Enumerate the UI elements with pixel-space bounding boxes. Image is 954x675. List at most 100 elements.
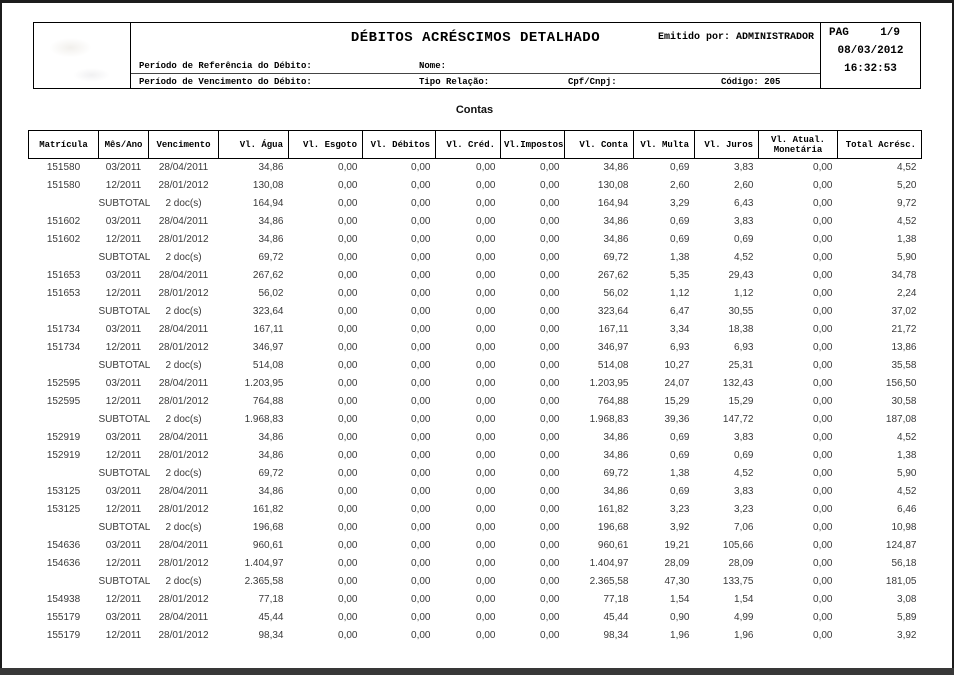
table-cell: SUBTOTAL: [98, 252, 151, 263]
table-cell: 196,68: [597, 522, 629, 533]
table-cell: [29, 573, 99, 591]
table-cell: 167,11: [253, 324, 284, 335]
table-cell: 28/04/2011: [158, 270, 209, 281]
table-cell: 0,00: [813, 360, 833, 371]
table-cell: 0,00: [813, 504, 833, 515]
table-cell: 03/2011: [105, 432, 142, 443]
table-cell: 0,00: [540, 270, 560, 281]
table-cell: 346,97: [597, 342, 629, 353]
table-cell: 03/2011: [105, 612, 142, 623]
table-cell: 0,00: [813, 288, 833, 299]
table-cell: [29, 519, 99, 537]
table-row: 151653 12/2011 28/01/2012 56,02 0,00 0,00 0,00…: [29, 285, 922, 303]
table-cell: 0,00: [476, 342, 496, 353]
table-cell: 12/2011: [105, 342, 142, 353]
table-cell: 0,00: [813, 234, 833, 245]
table-cell: 0,00: [540, 252, 560, 263]
table-cell: 0,69: [670, 450, 690, 461]
table-cell: 34,86: [603, 162, 629, 174]
table-cell: 3,92: [670, 522, 690, 533]
table-cell: 0,00: [411, 342, 431, 353]
column-header: Matrícula: [28, 130, 99, 159]
table-cell: 28/01/2012: [158, 234, 209, 245]
table-cell: 28,09: [728, 558, 754, 569]
table-row: 151734 12/2011 28/01/2012 346,97 0,00 0,00 0,0…: [29, 339, 922, 357]
table-cell: 0,00: [411, 558, 431, 569]
table-cell: 28,09: [664, 558, 690, 569]
table-cell: 15,29: [728, 396, 754, 407]
page-info-row: PAG 1/9: [829, 27, 912, 45]
table-cell: 0,00: [540, 162, 560, 174]
table-cell: 152919: [46, 450, 81, 461]
table-cell: 0,00: [540, 378, 560, 389]
table-cell: 12/2011: [105, 180, 142, 191]
table-cell: 151580: [46, 162, 81, 174]
table-cell: 9,72: [897, 198, 917, 209]
table-cell: 0,00: [411, 594, 431, 605]
table-cell: 151734: [46, 324, 81, 335]
table-cell: 0,00: [476, 288, 496, 299]
table-cell: 4,52: [897, 432, 917, 443]
table-cell: 0,00: [813, 342, 833, 353]
table-cell: 156,50: [885, 378, 917, 389]
table-cell: 69,72: [603, 468, 629, 479]
table-cell: 4,52: [734, 468, 754, 479]
table-cell: 39,36: [664, 414, 690, 425]
table-cell: 6,93: [670, 342, 690, 353]
table-cell: 151653: [46, 270, 81, 281]
table-cell: 1,54: [670, 594, 690, 605]
table-cell: 34,86: [603, 234, 629, 245]
table-header-row: Matrícula Mês/Ano Vencimento Vl. Água Vl. Es…: [28, 130, 922, 159]
table-cell: 2 doc(s): [165, 522, 202, 533]
table-cell: 161,82: [252, 504, 284, 515]
table-cell: 0,00: [338, 180, 358, 191]
table-cell: 25,31: [728, 360, 754, 371]
table-cell: 3,83: [734, 216, 754, 227]
table-cell: 155179: [46, 612, 81, 623]
column-header: Vl. Débitos: [362, 130, 436, 159]
table-cell: 0,00: [411, 198, 431, 209]
table-cell: SUBTOTAL: [98, 198, 151, 209]
table-cell: 1.404,97: [244, 558, 284, 569]
table-cell: 0,00: [338, 360, 358, 371]
table-cell: 0,00: [411, 180, 431, 191]
table-cell: 167,11: [598, 324, 629, 335]
table-cell: 0,00: [476, 324, 496, 335]
table-cell: 5,35: [670, 270, 690, 281]
name-label: Nome:: [419, 61, 447, 71]
table-cell: 56,18: [891, 558, 917, 569]
table-cell: 0,00: [411, 216, 431, 227]
table-cell: 0,00: [476, 198, 496, 209]
table-cell: 0,00: [411, 324, 431, 335]
table-cell: 0,00: [813, 612, 833, 623]
table-cell: 30,55: [728, 306, 754, 317]
table-cell: 0,00: [813, 522, 833, 533]
table-cell: 124,87: [885, 540, 917, 551]
table-cell: 3,34: [670, 324, 690, 335]
table-cell: 2,60: [734, 180, 754, 191]
table-row: 154938 12/2011 28/01/2012 77,18 0,00 0,00 0,00…: [29, 591, 922, 609]
subtotal-row: SUBTOTAL 2 doc(s) 69,72 0,00 0,00 0,00 0,00 69,…: [29, 465, 922, 483]
table-cell: 28/04/2011: [158, 324, 209, 335]
table-cell: 0,00: [540, 540, 560, 551]
report-title: DÉBITOS ACRÉSCIMOS DETALHADO: [350, 30, 601, 46]
table-cell: 0,00: [338, 234, 358, 245]
page-number: 1/9: [880, 27, 900, 39]
table-cell: 28/01/2012: [158, 630, 209, 641]
table-cell: 1,38: [670, 468, 690, 479]
logo-area: [34, 23, 131, 88]
table-cell: 0,00: [338, 162, 358, 174]
table-cell: 12/2011: [105, 504, 142, 515]
table-cell: 0,00: [540, 180, 560, 191]
table-cell: 0,00: [476, 504, 496, 515]
table-cell: 3,92: [897, 630, 917, 641]
table-cell: 514,08: [597, 360, 629, 371]
table-cell: 0,00: [813, 630, 833, 641]
table-cell: 28/04/2011: [158, 432, 209, 443]
table-cell: 161,82: [597, 504, 629, 515]
table-cell: 4,99: [734, 612, 754, 623]
table-cell: 1,96: [670, 630, 690, 641]
table-cell: 28/04/2011: [158, 216, 209, 227]
table-cell: 0,00: [813, 414, 833, 425]
